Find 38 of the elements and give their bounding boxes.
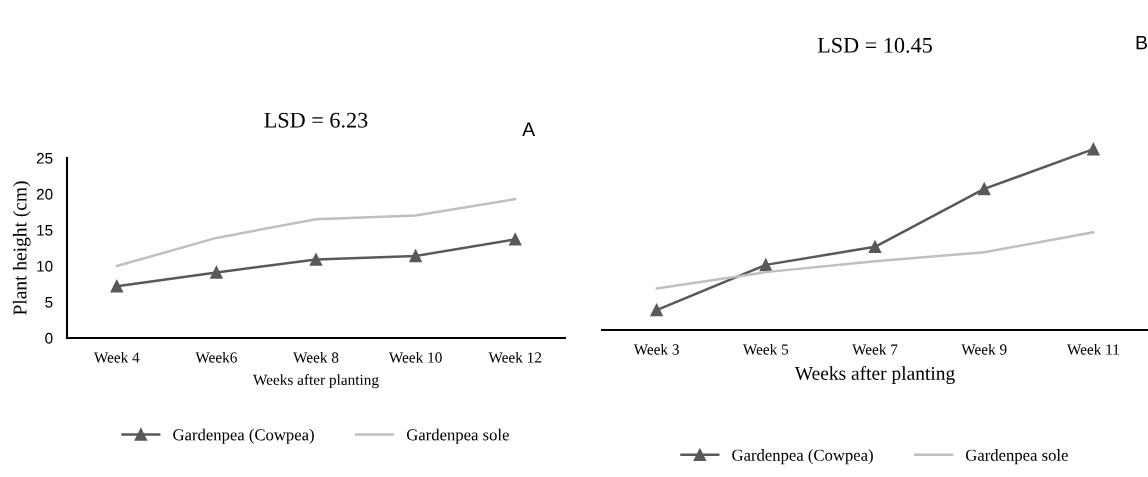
legend-label: Gardenpea (Cowpea) [173, 428, 314, 444]
x-axis-title: Weeks after planting [252, 374, 379, 389]
y-tick-label: 0 [45, 332, 53, 344]
point [210, 266, 223, 279]
x-tick-label: Week 10 [388, 351, 442, 363]
y-tick-label: 25 [36, 152, 53, 164]
x-tick-label: Week 4 [93, 351, 140, 363]
x-tick-label: Week 11 [1066, 343, 1119, 355]
point [650, 303, 663, 317]
y-tick-label: 10 [37, 260, 53, 272]
x-tick-label: Week 9 [961, 343, 1007, 355]
point [868, 240, 882, 254]
x-tick-label: Week 3 [633, 343, 679, 355]
point [759, 258, 773, 272]
chart-title: LSD = 6.23 [264, 112, 368, 128]
point [409, 249, 422, 263]
line-series [115, 197, 517, 268]
chart-title: LSD = 10.45 [817, 37, 932, 53]
point [309, 253, 323, 266]
text: A [522, 122, 536, 136]
x-tick-label: Week 7 [852, 343, 898, 355]
point [1087, 142, 1100, 156]
x-tick-label: Week 5 [742, 343, 789, 355]
legend-label: Gardenpea sole [965, 449, 1068, 465]
point [977, 182, 991, 196]
legend-label: Gardenpea sole [406, 428, 509, 444]
text: B [1136, 35, 1147, 50]
y-tick-label: 20 [36, 188, 53, 200]
legend-label: Gardenpea (Cowpea) [732, 449, 873, 465]
x-axis-title: Weeks after planting [794, 366, 955, 384]
x-tick-label: Week 12 [488, 351, 542, 363]
point [110, 279, 124, 293]
x-tick-label: Week 8 [293, 351, 339, 363]
x-tick-label: Week6 [195, 351, 237, 363]
y-tick-label: 5 [45, 297, 53, 308]
point [508, 233, 522, 246]
y-tick-label: 15 [37, 225, 53, 236]
y-axis-title: Plant height (cm) [12, 181, 31, 315]
